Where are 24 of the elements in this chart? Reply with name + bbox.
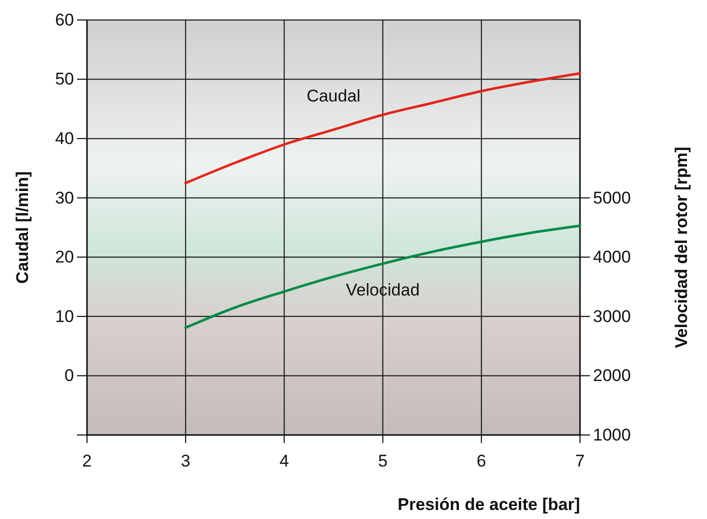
x-tick-label: 6 [476,451,486,470]
y2-axis-title: Velocidad del rotor [rpm] [672,146,691,348]
y2-tick-label: 5000 [593,188,631,208]
y-tick-label: 60 [55,10,74,30]
x-tick-label: 5 [378,451,388,470]
series-label: Caudal [306,86,360,106]
y-tick-label: 0 [64,366,74,386]
y2-tick-label: 4000 [593,248,631,267]
y-tick-label: 10 [55,306,74,326]
y2-tick-label: 2000 [593,366,631,386]
y-tick-label: 40 [55,129,74,148]
y-tick-label: 50 [55,70,74,89]
x-tick-label: 7 [575,451,585,470]
y-tick-label: 20 [55,248,74,267]
y-tick-label: 30 [55,188,74,208]
y2-tick-label: 1000 [593,425,631,444]
x-tick-label: 2 [82,451,92,470]
line-series [184,224,582,329]
y2-tick-label: 3000 [593,306,631,326]
line-series [184,72,582,184]
x-tick-label: 3 [180,451,190,470]
y-axis-title: Caudal [l/min] [13,171,32,284]
x-tick-label: 4 [279,451,289,470]
x-axis-title: Presión de aceite [bar] [398,495,580,514]
